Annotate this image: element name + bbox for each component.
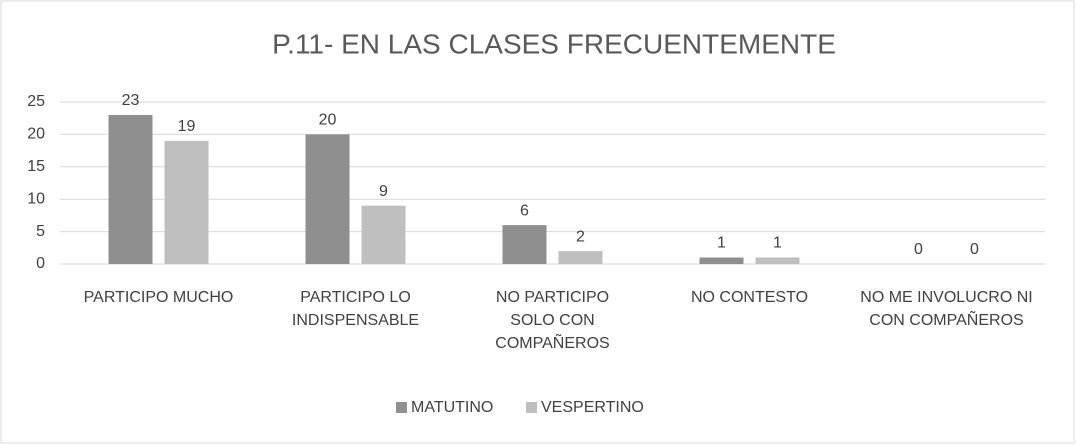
x-tick-label: PARTICIPO MUCHO: [83, 289, 234, 306]
bar: [305, 134, 350, 264]
x-tick-label: NO PARTICIPO SOLO CON COMPAÑEROS: [495, 289, 610, 352]
x-tick-label: PARTICIPO LO INDISPENSABLE: [291, 289, 420, 329]
bar: [755, 257, 800, 264]
data-label: 1: [773, 235, 782, 252]
data-label: 0: [970, 241, 979, 258]
legend-label: VESPERTINO: [541, 399, 644, 416]
y-tick-label: 25: [27, 93, 45, 110]
x-tick-label: NO ME INVOLUCRO NI CON COMPAÑEROS: [860, 289, 1033, 329]
bar: [558, 251, 603, 264]
y-tick-label: 0: [36, 255, 45, 272]
legend-swatch: [526, 402, 537, 413]
y-tick-label: 5: [36, 223, 45, 240]
data-label: 0: [914, 241, 923, 258]
data-label: 6: [520, 202, 529, 219]
legend-swatch: [396, 402, 407, 413]
data-label: 9: [379, 183, 388, 200]
y-tick-label: 10: [27, 190, 45, 207]
y-tick-label: 20: [27, 126, 45, 143]
data-label: 1: [717, 235, 726, 252]
data-label: 2: [576, 228, 585, 245]
data-label: 23: [122, 92, 140, 109]
bar: [361, 205, 406, 264]
x-tick-label: NO CONTESTO: [690, 289, 809, 306]
legend-label: MATUTINO: [411, 399, 493, 416]
chart-title: P.11- EN LAS CLASES FRECUENTEMENTE: [272, 28, 836, 59]
data-label: 19: [178, 118, 196, 135]
bar: [699, 257, 744, 264]
data-label: 20: [319, 112, 337, 129]
bar: [502, 225, 547, 264]
bar: [164, 140, 209, 264]
y-tick-label: 15: [27, 158, 45, 175]
bar: [108, 114, 153, 265]
